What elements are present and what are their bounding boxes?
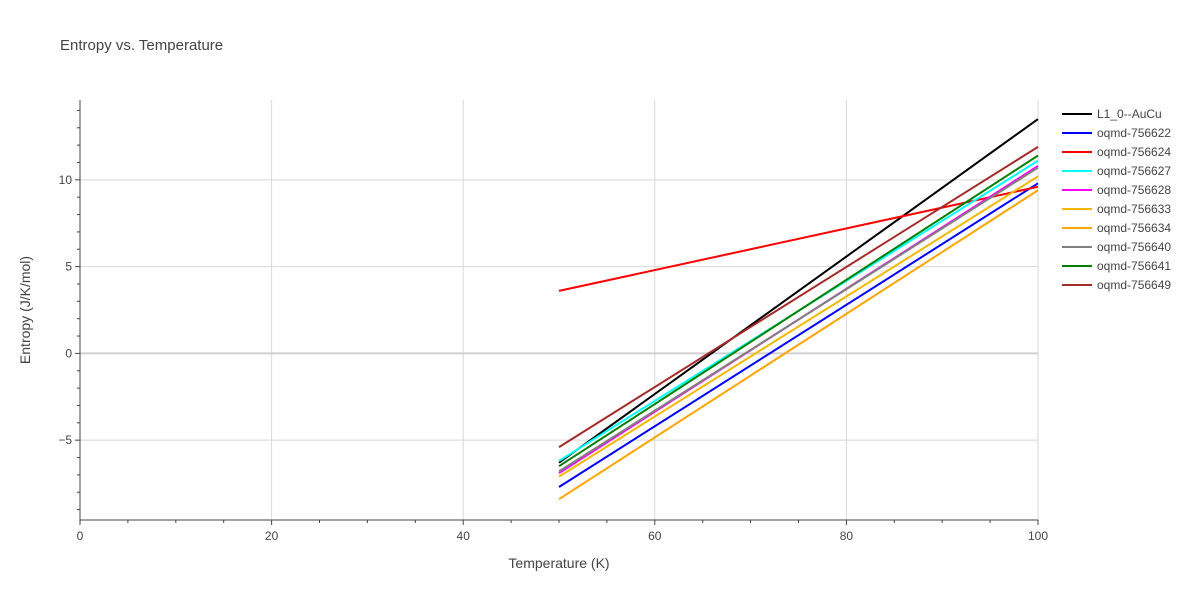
legend-item-oqmd-756641[interactable]: oqmd-756641 [1062, 259, 1171, 273]
legend-item-oqmd-756622[interactable]: oqmd-756622 [1062, 126, 1171, 140]
series-line-oqmd-756624 [558, 185, 1039, 292]
chart-title: Entropy vs. Temperature [60, 37, 223, 54]
legend-item-L1_0--AuCu[interactable]: L1_0--AuCu [1062, 107, 1162, 121]
y-tick-label: −5 [58, 433, 72, 447]
y-axis-label: Entropy (J/K/mol) [17, 256, 33, 364]
legend-item-oqmd-756627[interactable]: oqmd-756627 [1062, 164, 1171, 178]
legend-label: oqmd-756624 [1097, 145, 1171, 159]
x-tick-label: 60 [648, 529, 662, 543]
y-tick-label: 0 [65, 346, 72, 360]
legend-label: oqmd-756640 [1097, 240, 1171, 254]
series-line-oqmd-756641 [558, 154, 1039, 468]
legend-label: oqmd-756649 [1097, 278, 1171, 292]
axes [79, 100, 1038, 521]
y-ticks: −5 0 5 10 [58, 109, 80, 511]
legend-label: oqmd-756622 [1097, 126, 1171, 140]
legend-item-oqmd-756649[interactable]: oqmd-756649 [1062, 278, 1171, 292]
x-axis-label: Temperature (K) [508, 555, 609, 571]
series-line-oqmd-756634 [558, 189, 1039, 501]
legend-label: oqmd-756634 [1097, 221, 1171, 235]
series-line-oqmd-756640 [558, 166, 1039, 473]
x-tick-label: 40 [457, 529, 471, 543]
legend-item-oqmd-756633[interactable]: oqmd-756633 [1062, 202, 1171, 216]
y-tick-label: 5 [65, 260, 72, 274]
legend-label: oqmd-756628 [1097, 183, 1171, 197]
x-tick-label: 0 [77, 529, 84, 543]
x-tick-label: 80 [840, 529, 854, 543]
series-line-oqmd-756633 [558, 175, 1039, 478]
x-ticks: 0 20 40 60 80 100 [77, 520, 1048, 543]
legend-item-oqmd-756640[interactable]: oqmd-756640 [1062, 240, 1171, 254]
legend-label: oqmd-756641 [1097, 259, 1171, 273]
x-tick-label: 20 [265, 529, 279, 543]
y-tick-label: 10 [59, 173, 73, 187]
x-tick-label: 100 [1028, 529, 1048, 543]
series-lines [558, 118, 1039, 501]
legend-item-oqmd-756628[interactable]: oqmd-756628 [1062, 183, 1171, 197]
legend-label: oqmd-756627 [1097, 164, 1171, 178]
legend-item-oqmd-756634[interactable]: oqmd-756634 [1062, 221, 1171, 235]
legend-item-oqmd-756624[interactable]: oqmd-756624 [1062, 145, 1171, 159]
series-line-L1_0--AuCu [558, 118, 1039, 464]
series-line-oqmd-756622 [558, 182, 1039, 488]
legend[interactable]: L1_0--AuCu oqmd-756622 oqmd-756624 oqmd-756… [1062, 107, 1171, 292]
legend-label: oqmd-756633 [1097, 202, 1171, 216]
legend-label: L1_0--AuCu [1097, 107, 1162, 121]
grid [80, 100, 1039, 520]
series-line-oqmd-756649 [558, 146, 1039, 448]
